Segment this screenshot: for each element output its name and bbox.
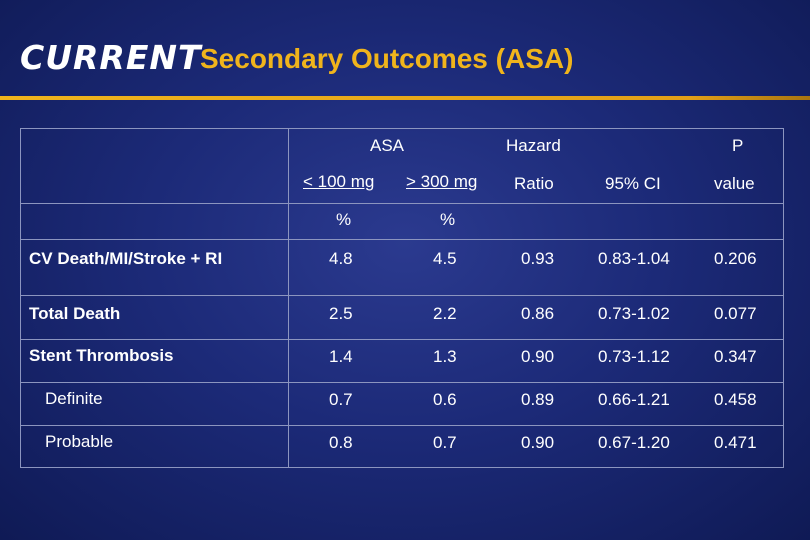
header-low-dose-text: < 100 mg <box>303 172 375 191</box>
label-column-divider <box>288 128 289 468</box>
row-low-dose-value: 0.8 <box>329 433 353 452</box>
row-low-dose-value: 0.7 <box>329 390 353 409</box>
table-border-left <box>20 128 21 468</box>
header-ci: 95% CI <box>605 174 661 193</box>
current-logo: CURRENT <box>20 38 202 77</box>
row-p-value: 0.471 <box>714 433 757 452</box>
header-hazard: Hazard <box>506 136 561 155</box>
slide-title: Secondary Outcomes (ASA) <box>200 43 574 74</box>
row-ci: 0.66-1.21 <box>598 390 670 409</box>
header-asa: ASA <box>370 136 405 155</box>
header-high-dose: > 300 mg <box>406 172 477 192</box>
header-low-dose: < 100 mg <box>303 172 374 192</box>
header-ratio: Ratio <box>514 174 554 193</box>
row-label: CV Death/MI/Stroke + RI <box>29 249 223 268</box>
row-hazard-ratio: 0.86 <box>521 304 555 323</box>
row-ci: 0.67-1.20 <box>598 433 670 452</box>
row-low-dose-value: 1.4 <box>329 347 353 366</box>
row-low-dose-value: 2.5 <box>329 304 353 323</box>
table-border-top <box>20 128 784 129</box>
row-hazard-ratio: 0.90 <box>521 347 555 366</box>
row-p-value: 0.206 <box>714 249 757 268</box>
table-border-bottom <box>20 467 784 468</box>
row-label: Stent Thrombosis <box>29 346 174 365</box>
header-percent-high: % <box>440 210 456 229</box>
row-label: Probable <box>45 432 114 451</box>
row-line-2 <box>20 339 784 340</box>
row-line-4 <box>20 425 784 426</box>
row-p-value: 0.458 <box>714 390 757 409</box>
row-high-dose-value: 4.5 <box>433 249 457 268</box>
row-ci: 0.73-1.02 <box>598 304 670 323</box>
header-divider <box>0 96 810 100</box>
row-label: Total Death <box>29 304 121 323</box>
row-line-3 <box>20 382 784 383</box>
row-high-dose-value: 1.3 <box>433 347 457 366</box>
header-p: P <box>732 136 744 155</box>
row-p-value: 0.347 <box>714 347 757 366</box>
header-percent-low: % <box>336 210 352 229</box>
header-value: value <box>714 174 755 193</box>
row-hazard-ratio: 0.89 <box>521 390 555 409</box>
row-low-dose-value: 4.8 <box>329 249 353 268</box>
row-p-value: 0.077 <box>714 304 757 323</box>
row-high-dose-value: 2.2 <box>433 304 457 323</box>
header-row-line-1 <box>20 203 784 204</box>
row-line-1 <box>20 295 784 296</box>
row-label: Definite <box>45 389 103 408</box>
row-high-dose-value: 0.7 <box>433 433 457 452</box>
row-ci: 0.73-1.12 <box>598 347 670 366</box>
header-row-line-2 <box>20 239 784 240</box>
slide-header: CURRENT Secondary Outcomes (ASA) <box>0 0 810 100</box>
header-high-dose-text: > 300 mg <box>406 172 478 191</box>
row-ci: 0.83-1.04 <box>598 249 670 268</box>
table-border-right <box>783 128 784 468</box>
row-hazard-ratio: 0.90 <box>521 433 555 452</box>
row-high-dose-value: 0.6 <box>433 390 457 409</box>
outcomes-table: ASA Hazard P < 100 mg > 300 mg Ratio 95%… <box>20 128 784 468</box>
row-hazard-ratio: 0.93 <box>521 249 555 268</box>
